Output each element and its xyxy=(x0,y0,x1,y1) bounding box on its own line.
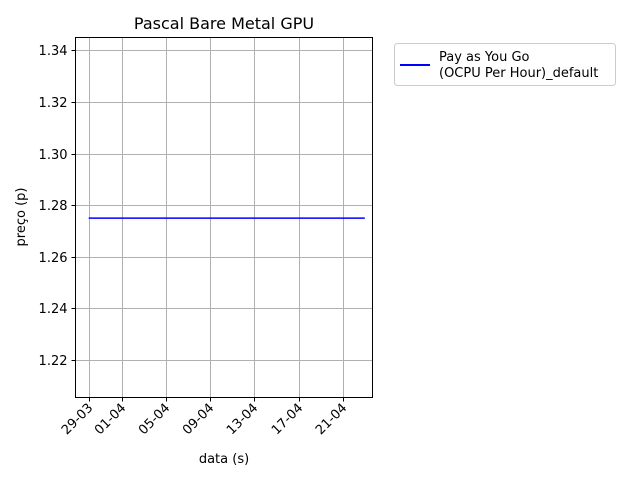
x-axis-label: data (s) xyxy=(199,452,249,467)
y-tick-label: 1.34 xyxy=(39,44,68,59)
chart-title: Pascal Bare Metal GPU xyxy=(134,14,314,33)
y-tick-label: 1.26 xyxy=(39,251,68,266)
legend-label-line-2: (OCPU Per Hour)_default xyxy=(439,66,598,81)
y-tick-label: 1.30 xyxy=(39,148,68,163)
legend-label-line-1: Pay as You Go xyxy=(439,50,530,65)
y-tick-label: 1.32 xyxy=(39,96,68,111)
plot-frame xyxy=(75,37,373,398)
y-tick-label: 1.24 xyxy=(39,302,68,317)
y-tick-label: 1.28 xyxy=(39,199,68,214)
legend: Pay as You Go (OCPU Per Hour)_default xyxy=(394,43,616,86)
y-tick-label: 1.22 xyxy=(39,354,68,369)
y-axis-label: preço (p) xyxy=(14,188,29,247)
y-axis-ticks: 1.22 1.24 1.26 1.28 1.30 1.32 1.34 xyxy=(39,44,76,369)
legend-box xyxy=(394,43,616,86)
